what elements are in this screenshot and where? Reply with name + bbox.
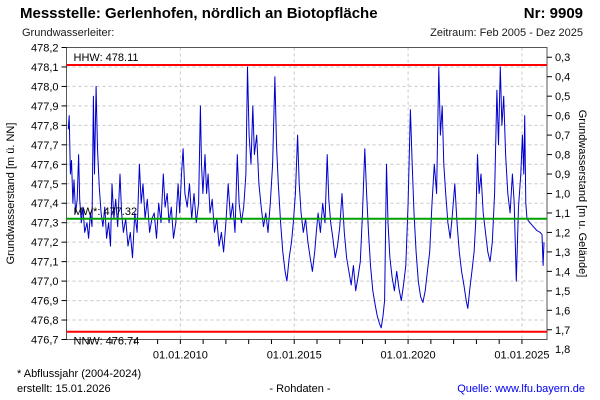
x-tick-label: 01.01.2015 [267, 350, 322, 362]
hhw-label: HHW: 478.11 [74, 52, 139, 64]
y-tick-label-right: 0,4 [555, 72, 570, 84]
data-type-label: - Rohdaten - [269, 383, 331, 395]
x-tick-label: 01.01.2025 [494, 350, 549, 362]
y-tick-label-right: 0,9 [555, 169, 570, 181]
y-tick-label-left: 477,5 [31, 179, 59, 191]
y-tick-label-right: 1,4 [555, 266, 570, 278]
y-tick-label-left: 478,0 [31, 81, 59, 93]
y-tick-label-left: 476,9 [31, 296, 59, 308]
y-tick-label-right: 0,3 [555, 52, 570, 64]
y-tick-label-right: 1,0 [555, 189, 570, 201]
footnote: * Abflussjahr (2004-2024) [17, 368, 142, 380]
page-title: Messstelle: Gerlenhofen, nördlich an Bio… [20, 5, 378, 22]
axis-tick-labels: 478,2 478,1 478,0 477,9 477,8 477,7 477,6 477,5… [31, 43, 570, 362]
y-tick-label-left: 477,2 [31, 237, 59, 249]
y-tick-label-left: 477,7 [31, 140, 59, 152]
nnw-label: NNW: 476.74 [74, 336, 140, 348]
series-line [67, 66, 545, 329]
y-tick-label-right: 0,6 [555, 111, 570, 123]
y-tick-label-left: 477,0 [31, 276, 59, 288]
y-tick-label-right: 1,8 [555, 344, 570, 356]
y-axis-title-right: Grundwasserstand [m u. Gelände] [576, 110, 588, 278]
created-timestamp: erstellt: 15.01.2026 [17, 383, 111, 395]
y-tick-label-left: 477,4 [31, 198, 59, 210]
y-tick-label-left: 477,6 [31, 159, 59, 171]
y-tick-label-right: 1,6 [555, 305, 570, 317]
reference-lines-group: HHW: 478.11 MW*: 477.32 NNW: 476.74 [66, 52, 547, 348]
y-tick-label-right: 0,5 [555, 91, 570, 103]
y-tick-label-left: 478,1 [31, 62, 59, 74]
axis-ticks [61, 47, 552, 344]
x-tick-label: 01.01.2010 [153, 350, 208, 362]
y-tick-label-right: 0,7 [555, 130, 570, 142]
y-tick-label-right: 1,1 [555, 208, 570, 220]
mw-label: MW*: 477.32 [74, 206, 138, 218]
aquifer-label: Grundwasserleiter: [22, 27, 115, 39]
y-tick-label-left: 477,8 [31, 120, 59, 132]
station-number: Nr: 9909 [523, 5, 583, 22]
y-tick-label-right: 1,7 [555, 325, 570, 337]
x-tick-label: 01.01.2020 [381, 350, 436, 362]
y-tick-label-left: 477,3 [31, 218, 59, 230]
period-label: Zeitraum: Feb 2005 - Dez 2025 [430, 27, 583, 39]
y-tick-label-right: 1,2 [555, 227, 570, 239]
y-tick-label-left: 476,7 [31, 335, 59, 347]
y-tick-label-right: 1,3 [555, 247, 570, 259]
series-group [67, 66, 545, 329]
source-link[interactable]: Quelle: www.lfu.bayern.de [457, 383, 585, 395]
y-axis-title-left: Grundwasserstand [m ü. NN] [5, 123, 17, 265]
y-tick-label-right: 1,5 [555, 286, 570, 298]
y-tick-label-left: 477,1 [31, 257, 59, 269]
y-tick-label-left: 478,2 [31, 43, 59, 55]
y-tick-label-right: 0,8 [555, 150, 570, 162]
y-tick-label-left: 476,8 [31, 315, 59, 327]
y-tick-label-left: 477,9 [31, 101, 59, 113]
